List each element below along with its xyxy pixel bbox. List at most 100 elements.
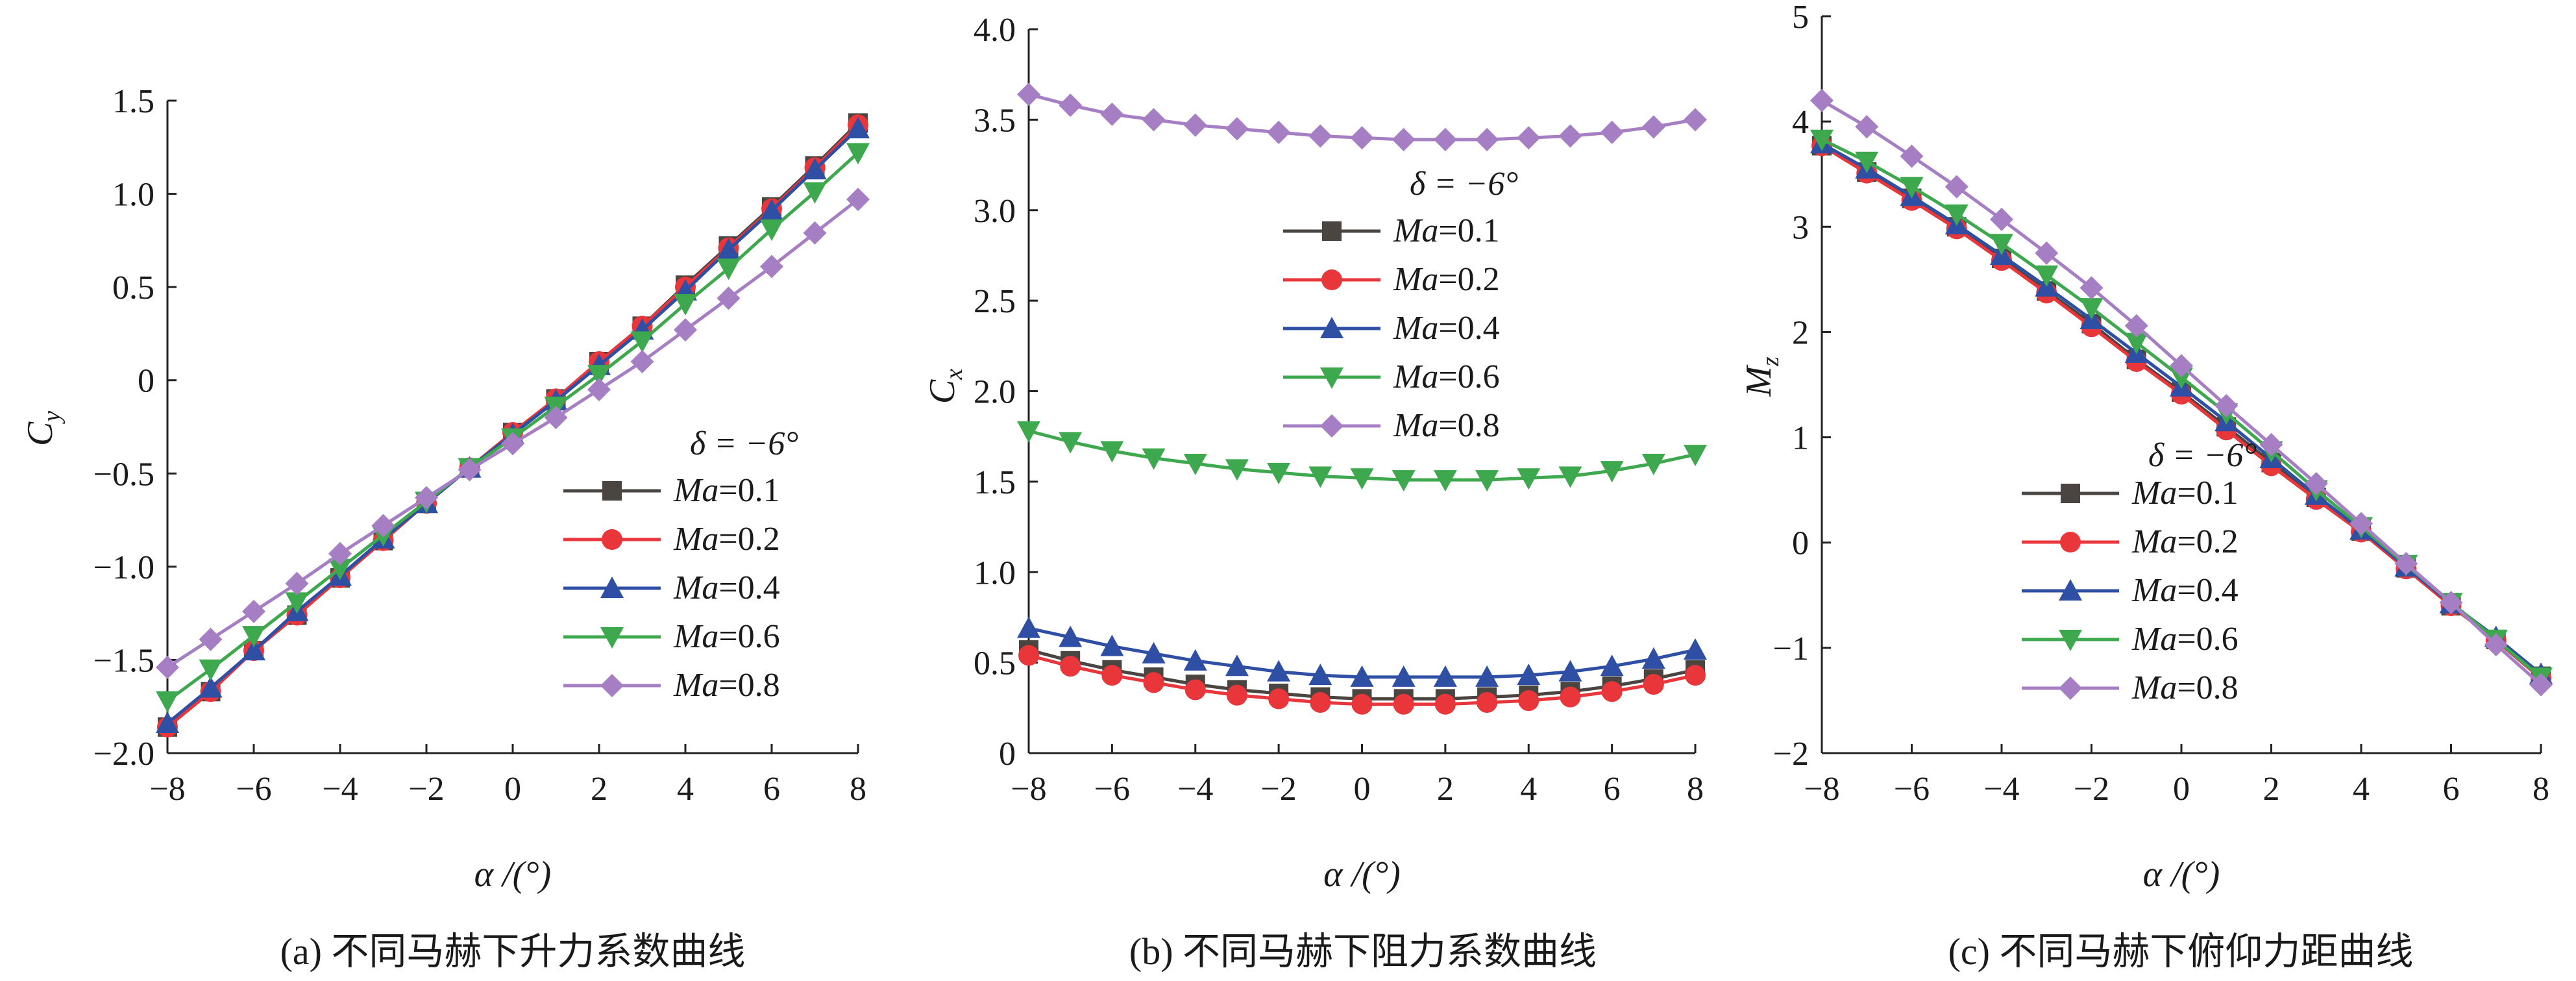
data-point bbox=[1059, 432, 1083, 454]
data-point bbox=[1601, 681, 1623, 702]
x-tick-label: 4 bbox=[1520, 771, 1537, 808]
x-tick-label: −2 bbox=[408, 771, 444, 808]
legend-title: δ = −6° bbox=[1410, 166, 1518, 203]
x-tick-label: 6 bbox=[2443, 771, 2460, 808]
panel-caption: (a) 不同马赫下升力系数曲线 bbox=[280, 930, 746, 973]
data-point bbox=[1226, 684, 1247, 706]
data-point bbox=[1225, 117, 1249, 141]
data-point bbox=[1100, 634, 1124, 656]
y-tick-label: 1.5 bbox=[974, 464, 1016, 501]
legend-swatch-marker bbox=[602, 481, 622, 501]
data-point bbox=[2035, 265, 2059, 287]
data-point bbox=[1017, 616, 1040, 638]
legend-entry-label: Ma=0.1 bbox=[2131, 475, 2239, 512]
data-point bbox=[156, 691, 179, 713]
data-point bbox=[285, 571, 309, 595]
x-tick-label: 4 bbox=[677, 771, 694, 808]
data-point bbox=[2394, 552, 2418, 576]
data-point bbox=[1944, 204, 1969, 226]
x-tick-label: −8 bbox=[149, 771, 185, 808]
data-point bbox=[1433, 470, 1457, 492]
data-point bbox=[1267, 462, 1291, 484]
legend-swatch-marker bbox=[602, 529, 622, 550]
data-point bbox=[2035, 241, 2059, 265]
data-point bbox=[1855, 115, 1879, 139]
x-tick-label: 2 bbox=[591, 771, 607, 808]
legend-entry-label: Ma=0.4 bbox=[1393, 310, 1500, 347]
legend-entry-label: Ma=0.2 bbox=[1393, 261, 1500, 298]
legend-entry-label: Ma=0.6 bbox=[1393, 358, 1500, 395]
data-point bbox=[2529, 673, 2553, 697]
legend-entry-label: Ma=0.1 bbox=[1393, 212, 1500, 249]
x-tick-label: −2 bbox=[2074, 771, 2109, 808]
data-point bbox=[242, 626, 265, 648]
data-point bbox=[1308, 466, 1332, 488]
legend-title: δ = −6° bbox=[690, 425, 798, 462]
data-point bbox=[2124, 314, 2148, 338]
y-tick-label: 2.0 bbox=[974, 374, 1016, 411]
legend-entry-label: Ma=0.8 bbox=[673, 667, 780, 704]
series-Ma=0.8 bbox=[156, 188, 870, 679]
legend-title: δ = −6° bbox=[2148, 437, 2257, 474]
data-point bbox=[1643, 674, 1664, 695]
y-tick-label: −1.0 bbox=[93, 549, 154, 586]
legend-entry-label: Ma=0.6 bbox=[673, 618, 780, 655]
x-tick-label: 6 bbox=[1604, 771, 1621, 808]
y-tick-label: −2.0 bbox=[93, 736, 154, 773]
y-tick-label: 0 bbox=[999, 736, 1016, 773]
data-point bbox=[156, 655, 179, 679]
data-point bbox=[630, 350, 654, 373]
data-point bbox=[760, 255, 783, 279]
legend-swatch-marker bbox=[1320, 367, 1343, 389]
data-point bbox=[1101, 665, 1123, 686]
y-tick-label: 2.5 bbox=[974, 283, 1016, 320]
data-point bbox=[1059, 625, 1083, 647]
data-point bbox=[2259, 432, 2283, 456]
chart-panel-1: −8 −6 −4 −2 0 2 4 6 8 −2.0 −1.5 −1.0 −0.5 0 0.5 1.0 1.5 α… bbox=[20, 83, 870, 973]
data-point bbox=[1558, 124, 1582, 148]
data-point bbox=[458, 458, 482, 482]
x-tick-label: 2 bbox=[2263, 771, 2280, 808]
series-Ma=0.4 bbox=[1017, 616, 1707, 687]
data-point bbox=[1351, 693, 1373, 715]
data-point bbox=[1142, 448, 1166, 470]
data-point bbox=[242, 639, 265, 661]
data-point bbox=[1183, 454, 1207, 475]
x-tick-label: 8 bbox=[850, 771, 866, 808]
data-point bbox=[1517, 664, 1541, 686]
data-point bbox=[1143, 672, 1164, 693]
data-point bbox=[846, 188, 870, 212]
legend: δ = −6°Ma=0.1 Ma=0.2 Ma=0.4 Ma=0.6 Ma=0.8 bbox=[2022, 437, 2257, 706]
y-tick-label: 0.5 bbox=[974, 645, 1016, 682]
data-point bbox=[1017, 421, 1040, 443]
x-tick-label: −4 bbox=[1177, 771, 1213, 808]
data-point bbox=[587, 378, 611, 402]
y-tick-label: 3 bbox=[1792, 209, 1809, 246]
legend-entry-label: Ma=0.1 bbox=[673, 472, 780, 509]
legend-entry-label: Ma=0.6 bbox=[2131, 621, 2239, 658]
x-tick-label: 2 bbox=[1437, 771, 1454, 808]
panel-caption: (c) 不同马赫下俯仰力距曲线 bbox=[1948, 930, 2414, 973]
x-tick-label: 6 bbox=[763, 771, 780, 808]
data-point bbox=[199, 676, 223, 698]
data-point bbox=[1641, 647, 1665, 669]
data-point bbox=[199, 627, 223, 651]
y-axis-label: Cx bbox=[922, 369, 968, 404]
data-point bbox=[1600, 120, 1624, 144]
data-point bbox=[415, 486, 438, 510]
data-point bbox=[630, 331, 654, 353]
data-point bbox=[1433, 665, 1457, 687]
x-tick-label: 0 bbox=[1354, 771, 1371, 808]
series-Ma=0.8 bbox=[1017, 82, 1707, 152]
data-point bbox=[1517, 126, 1541, 150]
y-tick-label: −2 bbox=[1773, 736, 1809, 773]
data-point bbox=[2079, 298, 2104, 320]
data-point bbox=[1059, 93, 1083, 118]
data-point bbox=[1518, 690, 1539, 712]
series-Ma=0.2 bbox=[1018, 645, 1706, 715]
chart-panel-2: −8 −6 −4 −2 0 2 4 6 8 0 0.5 1.0 1.5 2.0 2.5 3.0 3.5 4.0 α … bbox=[922, 12, 1707, 973]
data-point bbox=[1475, 128, 1499, 152]
data-point bbox=[1600, 461, 1624, 483]
data-point bbox=[1142, 108, 1166, 132]
data-point bbox=[803, 182, 827, 204]
